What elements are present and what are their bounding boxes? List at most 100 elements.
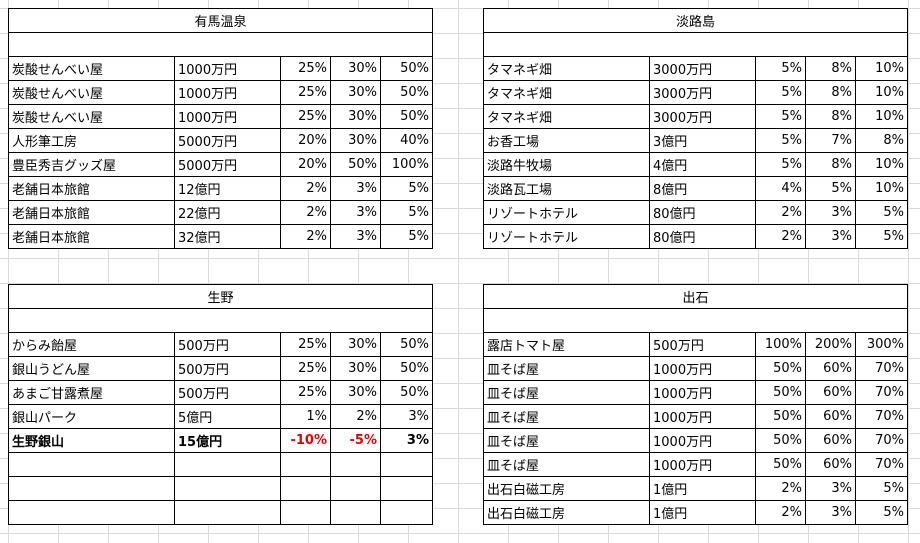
rate-1[interactable] (280, 452, 331, 477)
block-title[interactable]: 出石 (483, 284, 908, 309)
item-cost[interactable]: 1億円 (649, 476, 756, 501)
item-name[interactable]: リゾートホテル (483, 200, 650, 225)
rate-2[interactable]: 50% (330, 152, 381, 177)
item-cost[interactable]: 5億円 (174, 404, 281, 429)
rate-1[interactable]: 4% (755, 176, 806, 201)
item-cost[interactable] (174, 476, 281, 501)
rate-2[interactable]: 7% (805, 128, 856, 153)
blank-cell[interactable] (8, 32, 433, 57)
item-cost[interactable]: 500万円 (174, 380, 281, 405)
rate-3[interactable]: 40% (380, 128, 433, 153)
item-name[interactable] (8, 452, 175, 477)
item-name[interactable]: あまご甘露煮屋 (8, 380, 175, 405)
rate-3[interactable] (380, 452, 433, 477)
rate-2[interactable]: 8% (805, 56, 856, 81)
item-cost[interactable]: 3000万円 (649, 56, 756, 81)
rate-1[interactable]: 50% (755, 380, 806, 405)
rate-3[interactable]: 5% (380, 200, 433, 225)
rate-2[interactable]: 30% (330, 80, 381, 105)
item-name[interactable]: リゾートホテル (483, 224, 650, 249)
rate-1[interactable]: 25% (280, 380, 331, 405)
item-name[interactable]: お香工場 (483, 128, 650, 153)
rate-1[interactable]: 2% (280, 176, 331, 201)
rate-1[interactable]: 2% (755, 200, 806, 225)
item-cost[interactable]: 500万円 (649, 332, 756, 357)
item-name[interactable]: 皿そば屋 (483, 404, 650, 429)
item-name[interactable]: 淡路牛牧場 (483, 152, 650, 177)
rate-3[interactable]: 100% (380, 152, 433, 177)
item-cost[interactable]: 15億円 (174, 428, 281, 453)
item-cost[interactable] (174, 500, 281, 525)
item-name[interactable]: 銀山パーク (8, 404, 175, 429)
rate-3[interactable]: 50% (380, 356, 433, 381)
item-name[interactable]: 老舗日本旅館 (8, 200, 175, 225)
item-name[interactable]: 出石白磁工房 (483, 500, 650, 525)
rate-3[interactable]: 5% (855, 224, 908, 249)
rate-2[interactable]: 30% (330, 56, 381, 81)
rate-3[interactable]: 70% (855, 404, 908, 429)
item-name[interactable]: 炭酸せんべい屋 (8, 56, 175, 81)
rate-2[interactable]: 200% (805, 332, 856, 357)
rate-3[interactable]: 10% (855, 80, 908, 105)
rate-2[interactable] (330, 500, 381, 525)
rate-1[interactable] (280, 476, 331, 501)
rate-3[interactable]: 3% (380, 428, 433, 453)
item-cost[interactable]: 22億円 (174, 200, 281, 225)
rate-1[interactable]: 25% (280, 56, 331, 81)
rate-2[interactable]: 3% (805, 476, 856, 501)
rate-1[interactable] (280, 500, 331, 525)
item-name[interactable]: 豊臣秀吉グッズ屋 (8, 152, 175, 177)
rate-1[interactable]: 5% (755, 128, 806, 153)
rate-1[interactable]: 2% (755, 476, 806, 501)
item-name[interactable]: 淡路瓦工場 (483, 176, 650, 201)
rate-2[interactable]: 60% (805, 404, 856, 429)
rate-1[interactable]: 25% (280, 104, 331, 129)
rate-3[interactable] (380, 500, 433, 525)
item-cost[interactable]: 1000万円 (174, 80, 281, 105)
rate-3[interactable]: 50% (380, 80, 433, 105)
item-name[interactable]: タマネギ畑 (483, 80, 650, 105)
rate-2[interactable]: 30% (330, 356, 381, 381)
item-cost[interactable]: 1000万円 (649, 380, 756, 405)
item-name[interactable]: 皿そば屋 (483, 380, 650, 405)
rate-2[interactable]: 60% (805, 356, 856, 381)
item-cost[interactable]: 5000万円 (174, 152, 281, 177)
rate-1[interactable]: 20% (280, 128, 331, 153)
rate-1[interactable]: 50% (755, 356, 806, 381)
rate-1[interactable]: 50% (755, 428, 806, 453)
rate-2[interactable]: 30% (330, 380, 381, 405)
item-name[interactable]: 銀山うどん屋 (8, 356, 175, 381)
rate-3[interactable]: 5% (380, 224, 433, 249)
rate-2[interactable]: 30% (330, 104, 381, 129)
item-cost[interactable]: 1000万円 (649, 404, 756, 429)
rate-3[interactable]: 10% (855, 152, 908, 177)
block-title[interactable]: 生野 (8, 284, 433, 309)
item-name[interactable]: タマネギ畑 (483, 56, 650, 81)
rate-3[interactable]: 5% (855, 476, 908, 501)
item-cost[interactable]: 32億円 (174, 224, 281, 249)
rate-1[interactable]: 2% (755, 500, 806, 525)
rate-3[interactable]: 50% (380, 56, 433, 81)
item-name[interactable]: 老舗日本旅館 (8, 224, 175, 249)
rate-2[interactable] (330, 452, 381, 477)
item-name[interactable]: タマネギ畑 (483, 104, 650, 129)
rate-3[interactable]: 50% (380, 332, 433, 357)
rate-1[interactable]: 100% (755, 332, 806, 357)
rate-2[interactable] (330, 476, 381, 501)
item-cost[interactable]: 5000万円 (174, 128, 281, 153)
item-cost[interactable]: 12億円 (174, 176, 281, 201)
rate-3[interactable]: 10% (855, 104, 908, 129)
blank-cell[interactable] (483, 32, 908, 57)
item-name[interactable]: 露店トマト屋 (483, 332, 650, 357)
rate-1[interactable]: 5% (755, 152, 806, 177)
item-cost[interactable]: 3000万円 (649, 80, 756, 105)
rate-2[interactable]: 3% (805, 224, 856, 249)
item-cost[interactable]: 80億円 (649, 224, 756, 249)
rate-3[interactable]: 70% (855, 428, 908, 453)
item-name[interactable]: からみ飴屋 (8, 332, 175, 357)
item-cost[interactable]: 500万円 (174, 332, 281, 357)
item-cost[interactable]: 8億円 (649, 176, 756, 201)
rate-2[interactable]: 3% (330, 224, 381, 249)
rate-2[interactable]: 8% (805, 104, 856, 129)
item-cost[interactable]: 1億円 (649, 500, 756, 525)
